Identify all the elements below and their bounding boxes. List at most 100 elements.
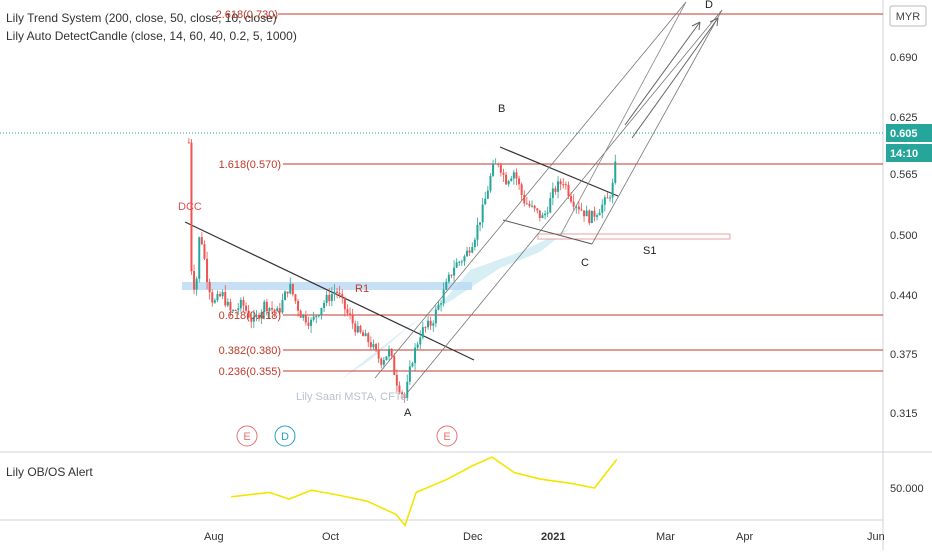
candle-body [226,301,229,306]
candle-body [484,198,487,205]
candle-body [349,313,352,316]
candle-body [544,213,547,216]
time-axis[interactable]: Aug Oct Dec 2021 Mar Apr Jun [204,531,885,543]
channel-line-inner[interactable] [591,9,723,245]
channel-line-inner-2[interactable] [559,1,687,237]
candle-body [419,337,422,345]
fib-label-0382: 0.382(0.380) [219,345,281,357]
r1-label: R1 [355,283,369,295]
candle-body [281,300,284,313]
candle-body [447,274,450,282]
candle-body [211,292,214,303]
price-axis[interactable]: 0.690 0.625 0.565 0.500 0.440 0.375 0.31… [890,52,918,420]
candle-body [486,190,489,199]
candle-body [606,197,609,199]
svg-text:E: E [243,431,250,443]
indicator-candle-label: Lily Auto DetectCandle (close, 14, 60, 4… [6,29,297,43]
candle-body [299,310,302,318]
candle-body [198,237,201,279]
candle-body [356,326,359,333]
candle-body [403,394,406,399]
candle-body [432,323,435,326]
candle-body [375,344,378,350]
candle-body [455,262,458,268]
badge-e-1[interactable]: E [236,425,258,447]
projection-arrows [624,17,719,139]
candle-body [434,309,437,324]
candle-body [297,301,300,311]
candle-body [536,208,539,211]
point-a-label: A [404,407,412,419]
candle-body [310,319,313,326]
point-c-label: C [581,257,589,269]
candle-body [252,316,255,322]
flag-lower-line[interactable] [502,219,593,245]
candle-body [518,178,521,185]
candle-body [458,261,461,263]
svg-text:0.605: 0.605 [890,128,918,140]
s1-label: S1 [643,245,656,257]
candle-body [333,291,336,294]
channel-line-left[interactable] [374,1,687,379]
watermark: Lily Saari MSTA, CFTe [296,391,406,403]
candle-body [554,188,557,192]
dcc-label: DCC [178,201,202,213]
badge-d[interactable]: D [274,425,296,447]
candle-body [614,161,617,183]
candle-body [200,237,203,245]
candle-body [583,210,586,217]
badge-e-2[interactable]: E [436,425,458,447]
candle-body [471,247,474,253]
candle-body [533,205,536,209]
candle-body [463,256,466,262]
candle-body [203,244,206,259]
candle-body [567,184,570,197]
oscillator-title: Lily OB/OS Alert [6,465,93,479]
candle-body [505,174,508,185]
x-tick-label: Dec [463,531,483,543]
last-price-badge: 0.605 14:10 [886,124,932,162]
candle-body [468,250,471,253]
candle-body [494,163,497,165]
candle-body [512,172,515,179]
oscillator-level: 50.000 [890,483,924,495]
candle-body [406,381,409,399]
fib-label-0236: 0.236(0.355) [219,366,281,378]
candle-body [551,188,554,199]
candle-body [323,302,326,308]
candle-body [525,203,528,205]
candle-body [265,301,268,312]
channel-line-right[interactable] [407,9,723,393]
svg-text:MYR: MYR [896,11,921,23]
candle-body [271,307,274,310]
candle-body [575,206,578,208]
candle-body [481,204,484,223]
candle-body [507,180,510,185]
candle-body [237,308,240,311]
candle-body [250,317,253,322]
candle-body [382,360,385,365]
candle-body [307,322,310,326]
candle-body [380,358,383,365]
candle-body [372,344,375,348]
candle-body [395,374,398,386]
candle-body [359,326,362,333]
candle-body [255,314,258,317]
candle-body [263,301,266,313]
candle-body [445,281,448,290]
candle-body [260,312,263,319]
candle-body [414,347,417,364]
candle-body [440,303,443,305]
currency-button[interactable]: MYR [889,5,927,27]
candle-body [596,215,599,217]
point-b-label: B [498,103,505,115]
candle-body [195,278,198,290]
indicator-trend-label: Lily Trend System (200, close, 50, close… [6,11,277,25]
candle-body [367,333,370,343]
candle-body [577,206,580,210]
candle-body [437,304,440,310]
flag-upper-line[interactable] [499,146,619,197]
y-tick-label: 0.500 [890,230,918,242]
